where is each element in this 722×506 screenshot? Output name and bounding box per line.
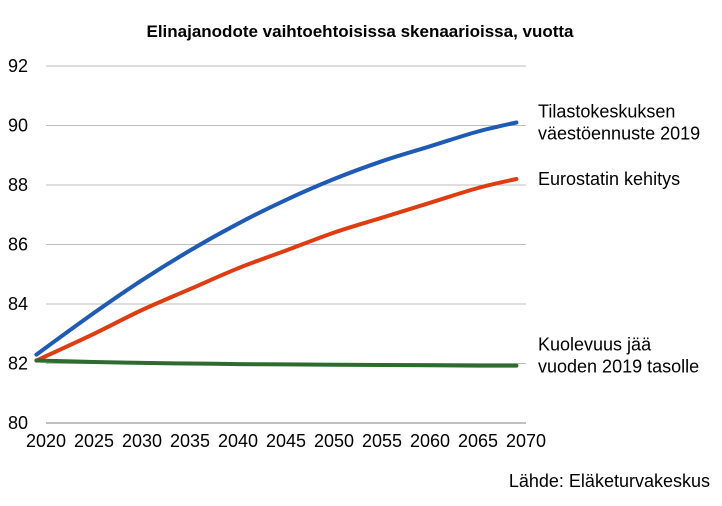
x-tick-label: 2045 (266, 431, 306, 451)
series-label-2: Kuolevuus jää (538, 335, 652, 355)
y-tick-label: 84 (8, 294, 28, 314)
x-tick-label: 2035 (170, 431, 210, 451)
chart-title: Elinajanodote vaihtoehtoisissa skenaario… (146, 22, 574, 41)
y-tick-label: 88 (8, 175, 28, 195)
series-label-1: Eurostatin kehitys (538, 169, 680, 189)
x-tick-label: 2040 (218, 431, 258, 451)
x-tick-label: 2065 (458, 431, 498, 451)
y-tick-label: 86 (8, 235, 28, 255)
gridlines (46, 65, 526, 424)
x-axis-ticks: 2020 2025 2030 2035 2040 2045 2050 2055 2060 2065… (26, 431, 546, 451)
x-tick-label: 2050 (314, 431, 354, 451)
series-label-2: vuoden 2019 tasolle (538, 357, 699, 377)
series-lines (34, 120, 519, 368)
y-tick-label: 82 (8, 354, 28, 374)
series-label-0: Tilastokeskuksen (538, 102, 675, 122)
series-line-2 (34, 358, 519, 368)
x-tick-label: 2070 (506, 431, 546, 451)
y-axis-ticks: 80 82 84 86 88 90 92 (8, 56, 28, 433)
x-tick-label: 2020 (26, 431, 66, 451)
x-tick-label: 2055 (362, 431, 402, 451)
series-label-0: väestöennuste 2019 (538, 124, 700, 144)
source-note: Lähde: Eläketurvakeskus (509, 471, 710, 491)
x-tick-label: 2025 (74, 431, 114, 451)
series-line-1 (34, 177, 519, 363)
y-tick-label: 90 (8, 116, 28, 136)
x-tick-label: 2060 (410, 431, 450, 451)
y-tick-label: 80 (8, 413, 28, 433)
y-tick-label: 92 (8, 56, 28, 76)
x-tick-label: 2030 (122, 431, 162, 451)
series-line-0 (34, 120, 519, 357)
